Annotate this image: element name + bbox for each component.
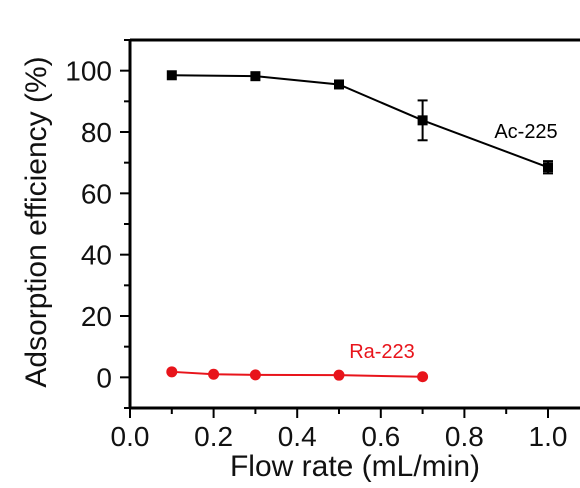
data-point-ac-225 (250, 71, 261, 82)
data-point-ra-223 (249, 369, 261, 381)
data-point-ra-223 (208, 368, 220, 380)
y-tick-label: 20 (81, 301, 112, 332)
y-tick-label: 80 (81, 117, 112, 148)
y-tick-label: 100 (65, 56, 112, 87)
y-tick-label: 0 (96, 362, 112, 393)
y-tick-label: 40 (81, 240, 112, 271)
data-point-ra-223 (333, 369, 345, 381)
x-tick-label: 0.4 (278, 421, 317, 452)
series-label-ra-223: Ra-223 (349, 341, 415, 363)
series-label-ac-225: Ac-225 (494, 121, 557, 143)
x-tick-label: 0.8 (445, 421, 484, 452)
x-tick-label: 1.0 (529, 421, 568, 452)
y-tick-label: 60 (81, 178, 112, 209)
x-tick-label: 0.2 (194, 421, 233, 452)
series-line-ac-225 (171, 74, 549, 169)
x-tick-label: 0.6 (361, 421, 400, 452)
x-axis-title: Flow rate (mL/min) (230, 450, 480, 483)
x-tick-label: 0.0 (111, 421, 150, 452)
data-point-ra-223 (417, 371, 429, 383)
data-point-ra-223 (166, 366, 178, 378)
data-point-ac-225 (543, 162, 553, 173)
y-axis-title: Adsorption efficiency (%) (20, 56, 53, 387)
data-point-ac-225 (417, 115, 428, 126)
data-point-ac-225 (334, 79, 344, 90)
data-point-ac-225 (166, 70, 177, 81)
